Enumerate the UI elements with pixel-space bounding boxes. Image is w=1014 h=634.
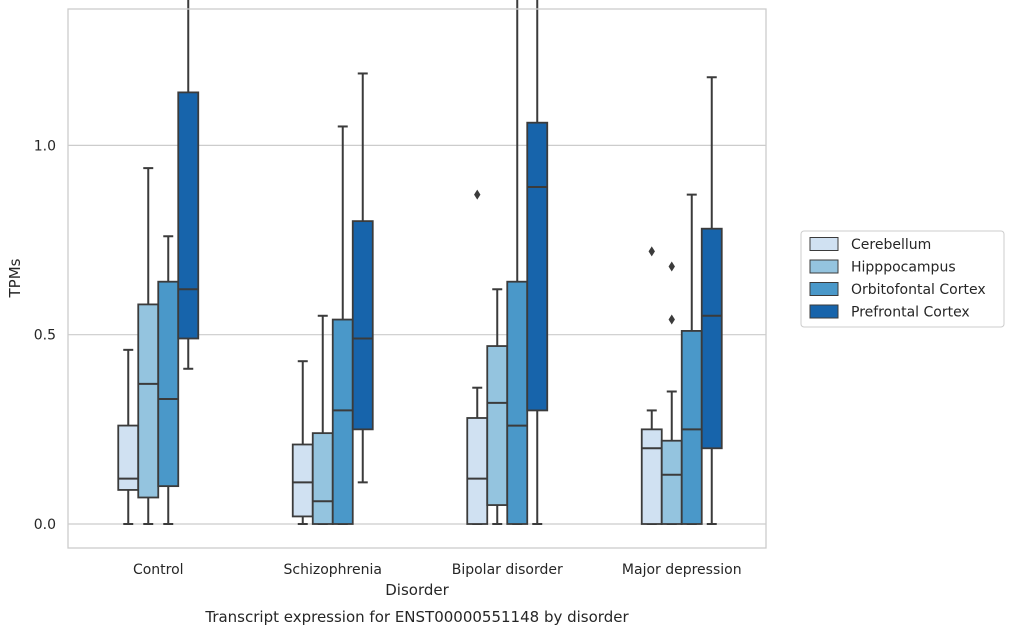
box-group [466,189,489,525]
box-group [137,167,160,525]
box [700,227,723,450]
x-tick-label: Control [133,562,184,578]
box-group [311,314,334,525]
box [640,428,663,525]
legend-frame [800,230,1005,328]
x-tick-labels: Control Schizophrenia Bipolar disorder Majo… [133,562,742,578]
legend-swatch [809,282,839,296]
box [291,443,314,518]
box-group [177,0,200,370]
box-group [157,235,180,525]
box [680,330,703,525]
box [466,417,489,525]
box-group [506,0,529,525]
box-group [291,360,314,525]
box [660,439,683,525]
box-group [331,125,354,525]
legend-swatch [809,259,839,274]
outlier-point [474,189,481,200]
x-tick-label: Schizophrenia [284,562,382,578]
box [311,432,334,525]
x-axis-title: Disorder [385,581,449,599]
y-tick-label: 1.0 [34,138,56,154]
box [177,91,200,340]
box [117,424,140,491]
outlier-point [668,261,675,272]
y-tick-label: 0.5 [34,328,56,344]
plot-frame [67,8,767,549]
legend-label: Orbitofontal Cortex [851,282,986,298]
y-axis-title: TPMs [6,258,24,298]
box-group [526,0,549,525]
y-tick-label: 0.0 [34,517,56,533]
box-group [700,76,723,525]
box [331,318,354,525]
outlier-point [648,246,655,257]
legend-swatch [809,304,839,319]
legend-swatch [809,237,839,251]
legend: Cerebellum Hipppocampus Orbitofontal Corte… [800,230,1005,328]
box [137,303,160,499]
box-groups [117,0,723,525]
legend-label: Hipppocampus [851,260,956,276]
legend-label: Cerebellum [851,237,931,253]
x-tick-label: Bipolar disorder [452,562,563,578]
legend-label: Prefrontal Cortex [851,305,970,321]
box [526,121,549,412]
box [506,280,529,525]
box [351,220,374,431]
box-group [351,72,374,484]
box-group [660,261,683,525]
x-tick-label: Major depression [622,562,742,578]
box-group [486,288,509,525]
outlier-point [668,314,675,325]
box-group [680,193,703,525]
box [486,345,509,506]
box-group [117,348,140,525]
chart-caption: Transcript expression for ENST0000055114… [204,608,629,626]
box [157,280,180,488]
box-group [640,246,663,525]
y-tick-labels: 0.00.51.01.52.02.5 [34,138,56,533]
